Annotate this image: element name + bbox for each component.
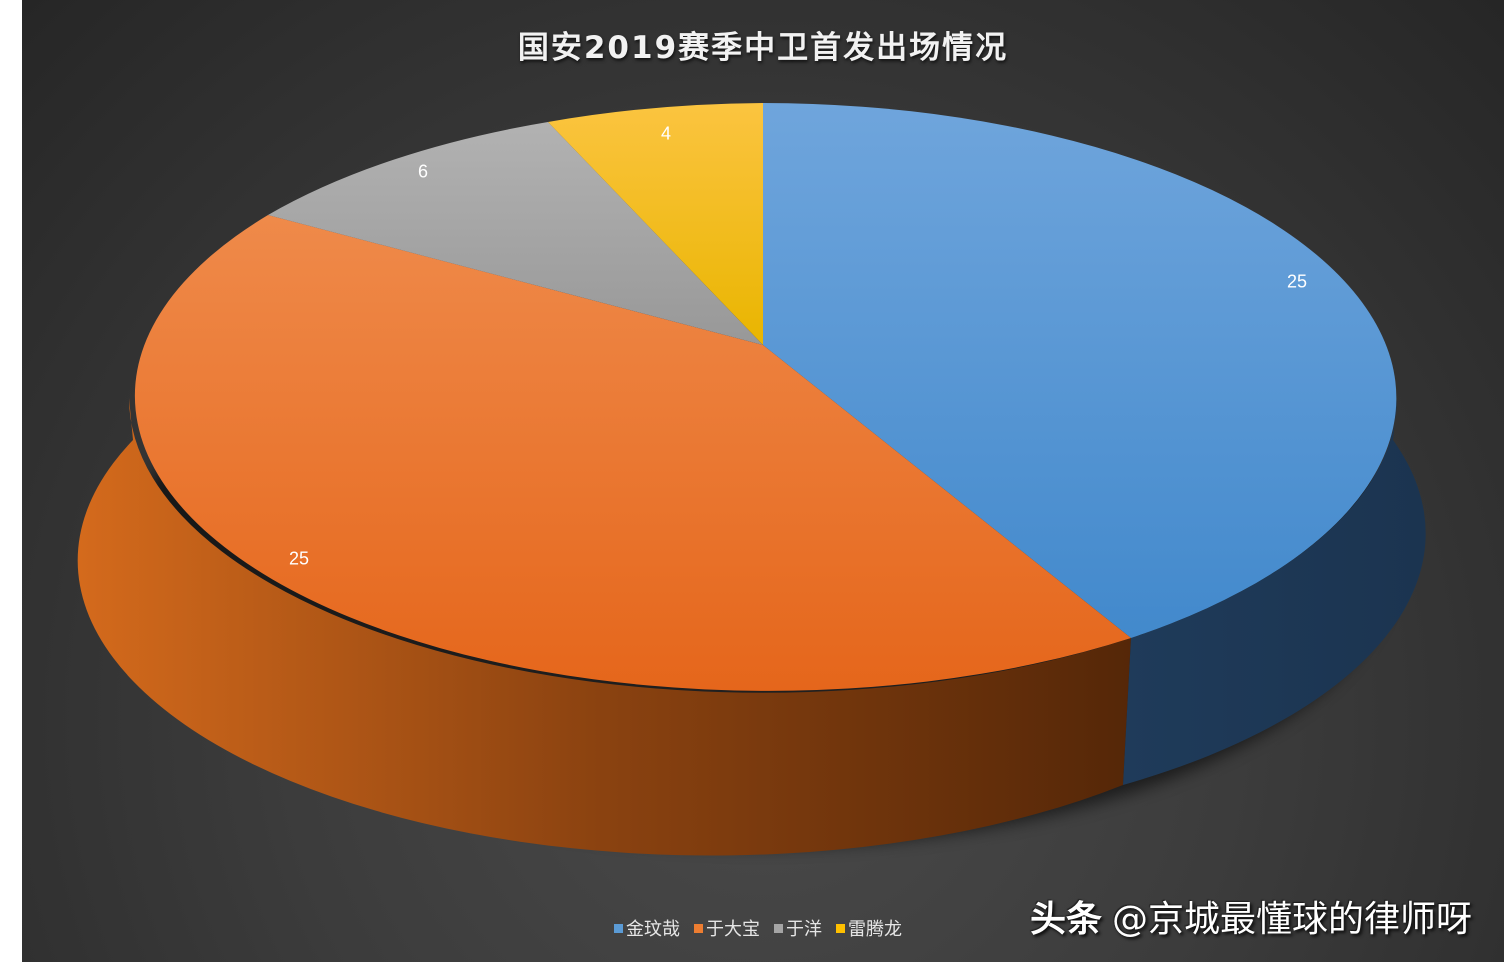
data-label-lei-tenglong: 4 — [660, 123, 672, 144]
legend-swatch-icon — [614, 923, 623, 933]
chart-area: 国安2019赛季中卫首发出场情况 — [22, 0, 1504, 962]
legend-item-lei-tenglong[interactable]: 雷腾龙 — [836, 915, 902, 941]
legend-label: 于洋 — [786, 919, 822, 940]
side-jin-minjae — [1123, 398, 1426, 785]
legend-swatch-icon — [694, 923, 703, 933]
slice-lei-tenglong[interactable] — [548, 103, 763, 345]
watermark-brand: 头条 — [1030, 899, 1103, 940]
watermark-handle: @京城最懂球的律师呀 — [1112, 899, 1473, 940]
legend: 金玟哉 于大宝 于洋 雷腾龙 — [614, 915, 902, 941]
pie-chart — [77, 103, 1426, 856]
data-label-yu-dabao: 25 — [288, 548, 310, 569]
legend-item-yu-yang[interactable]: 于洋 — [774, 915, 822, 941]
slice-yu-yang[interactable] — [268, 122, 763, 345]
legend-swatch-icon — [774, 923, 783, 933]
chart-title: 国安2019赛季中卫首发出场情况 — [517, 30, 1009, 66]
data-label-yu-yang: 6 — [417, 161, 429, 182]
legend-label: 金玟哉 — [626, 919, 680, 940]
legend-item-jin-minjae[interactable]: 金玟哉 — [614, 915, 680, 941]
side-yu-dabao — [77, 398, 1131, 856]
legend-swatch-icon — [836, 923, 845, 933]
watermark: 头条 @京城最懂球的律师呀 — [1030, 890, 1472, 942]
legend-label: 雷腾龙 — [848, 919, 902, 940]
legend-label: 于大宝 — [706, 919, 760, 940]
data-label-jin-minjae: 25 — [1286, 271, 1308, 292]
legend-item-yu-dabao[interactable]: 于大宝 — [694, 915, 760, 941]
slice-jin-minjae[interactable] — [763, 103, 1397, 638]
slice-yu-dabao[interactable] — [134, 215, 1132, 691]
